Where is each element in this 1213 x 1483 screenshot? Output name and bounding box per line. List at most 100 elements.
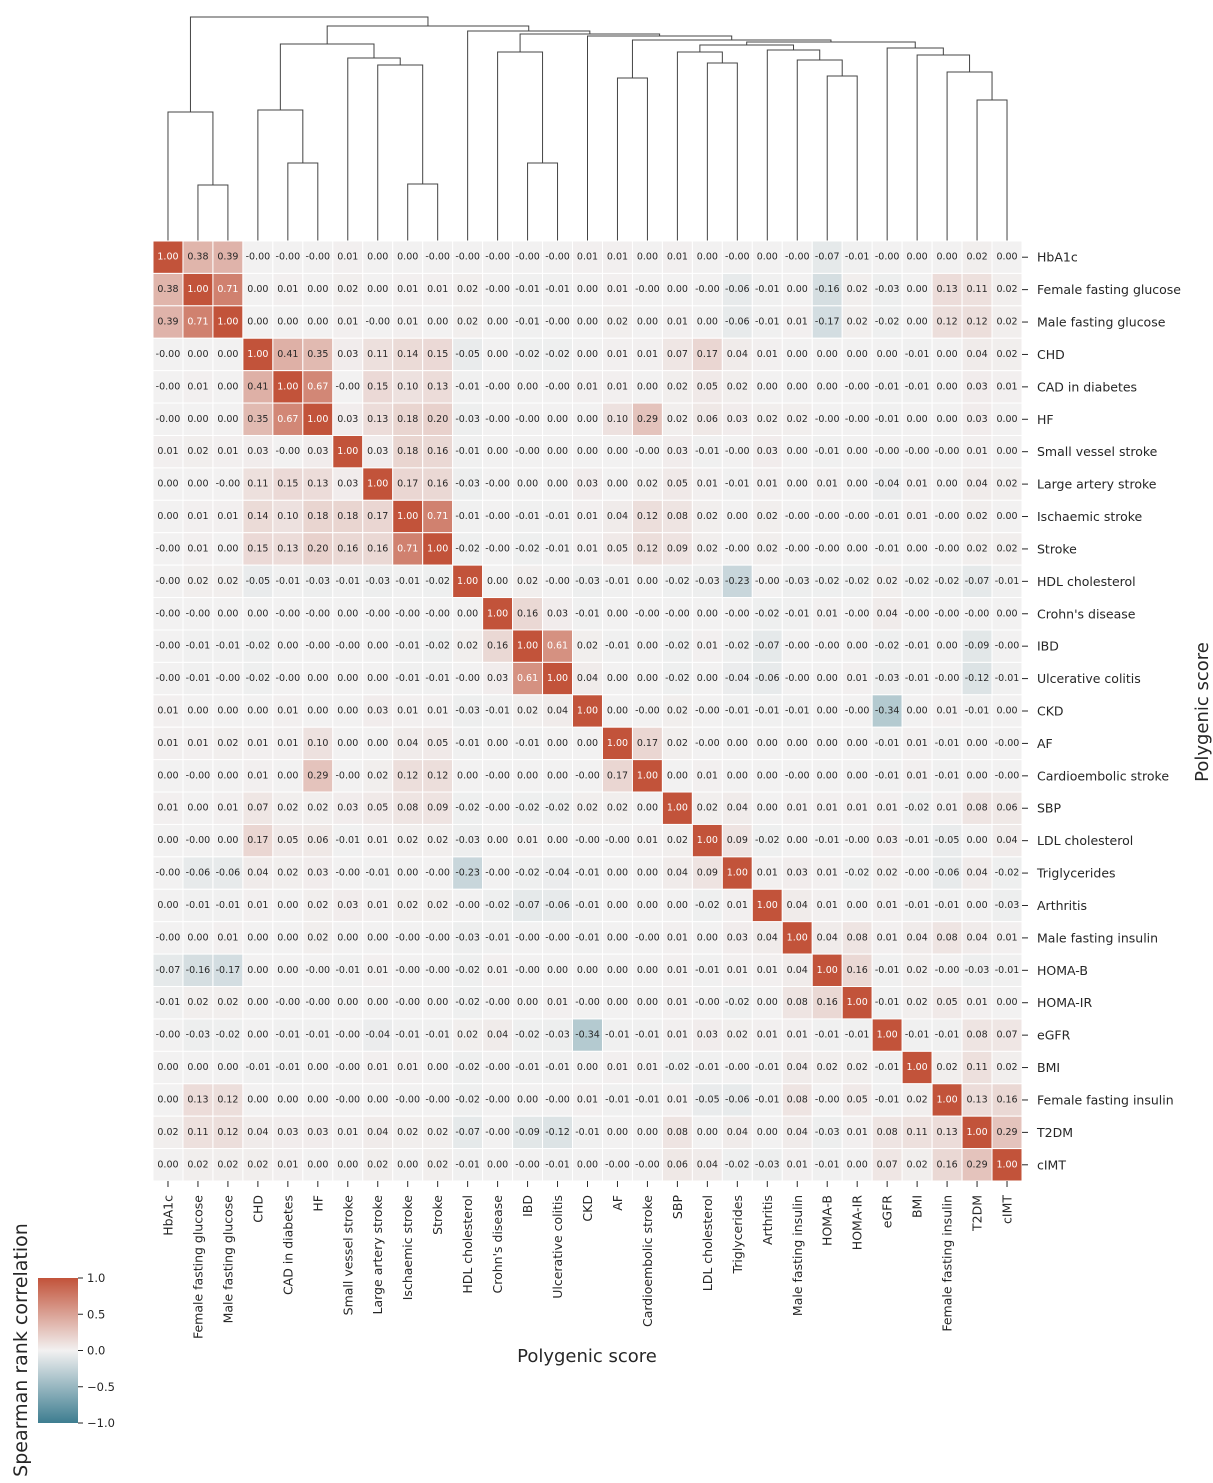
cell-label: -0.01 [635, 1094, 660, 1105]
heatmap-cell [362, 629, 394, 663]
heatmap-cell [991, 1083, 1023, 1117]
heatmap-cell [392, 337, 424, 372]
cell-label: 0.02 [337, 284, 358, 295]
cell-label: -0.00 [485, 479, 510, 490]
cell-label: 0.01 [966, 997, 987, 1008]
cell-label: 0.02 [187, 446, 208, 457]
x-tick-label: HOMA-B [820, 1195, 835, 1246]
heatmap-cell [601, 953, 633, 988]
cell-label: -0.00 [995, 770, 1020, 781]
dendrogram-link [706, 62, 738, 241]
cell-label: 0.39 [217, 252, 238, 263]
heatmap-cell [542, 499, 574, 534]
dendrogram-link [189, 16, 429, 112]
cell-label: 0.00 [217, 349, 238, 360]
cell-label: 0.00 [367, 284, 388, 295]
heatmap-cell [931, 370, 963, 404]
heatmap-cell [182, 564, 214, 599]
cell-label: -0.00 [785, 543, 810, 554]
cell-label: 0.04 [966, 932, 987, 943]
cell-label: 0.02 [757, 511, 778, 522]
cell-label: 0.00 [697, 1127, 718, 1138]
cell-label: 0.01 [577, 1094, 598, 1105]
cell-label: -0.00 [635, 706, 660, 717]
heatmap-cell [661, 370, 693, 404]
cell-label: 0.02 [966, 543, 987, 554]
cell-label: 0.09 [727, 835, 748, 846]
cell-label: 0.01 [847, 1127, 868, 1138]
cell-label: 1.00 [996, 1159, 1017, 1170]
heatmap-cell [242, 467, 274, 501]
cell-label: -0.01 [575, 932, 600, 943]
heatmap-cell [332, 240, 364, 274]
heatmap-cell [542, 1050, 574, 1085]
heatmap-cell [482, 759, 514, 793]
heatmap-cell [901, 823, 933, 858]
cell-label: -0.00 [395, 997, 420, 1008]
heatmap-cell [991, 1115, 1023, 1150]
cell-label: 0.00 [607, 965, 628, 976]
cell-label: -0.01 [875, 511, 900, 522]
cell-label: 0.00 [277, 932, 298, 943]
cell-label: 0.03 [667, 446, 688, 457]
x-tick-label: cIMT [1000, 1195, 1015, 1224]
cell-label: 0.04 [966, 479, 987, 490]
dendrogram-link [826, 75, 858, 241]
heatmap-cell [272, 726, 304, 761]
cell-label: -0.00 [156, 608, 181, 619]
heatmap-cell [871, 337, 903, 372]
cell-label: -0.04 [365, 1030, 390, 1041]
heatmap-cell [212, 823, 244, 858]
cell-label: 0.16 [937, 1159, 958, 1170]
heatmap-cell [302, 434, 334, 469]
heatmap-cell [961, 564, 993, 599]
cell-label: -0.00 [306, 608, 331, 619]
cell-label: 1.00 [727, 868, 748, 879]
heatmap-cell [661, 791, 693, 825]
cell-label: -0.01 [905, 1030, 930, 1041]
cell-label: -0.00 [455, 673, 480, 684]
cell-label: 0.01 [817, 803, 838, 814]
cell-label: 0.02 [847, 1062, 868, 1073]
heatmap-cell [961, 694, 993, 728]
cell-label: -0.01 [725, 706, 750, 717]
cell-label: 0.00 [307, 673, 328, 684]
heatmap-cell [242, 272, 274, 307]
cell-label: 0.00 [907, 706, 928, 717]
cell-label: -0.09 [965, 641, 990, 652]
heatmap-cell [721, 305, 753, 339]
cell-label: 0.01 [757, 349, 778, 360]
cell-label: -0.06 [545, 900, 570, 911]
heatmap-cell [272, 888, 304, 923]
cell-label: 0.08 [966, 1030, 987, 1041]
heatmap-cell [661, 726, 693, 761]
cell-label: -0.01 [335, 835, 360, 846]
cell-label: -0.00 [515, 446, 540, 457]
cell-label: -0.00 [425, 252, 450, 263]
cell-label: -0.01 [815, 835, 840, 846]
cell-label: 0.00 [966, 835, 987, 846]
cell-label: -0.02 [455, 1094, 480, 1105]
y-tick-label: T2DM [1036, 1125, 1073, 1140]
heatmap-cell [931, 888, 963, 923]
heatmap-cell [931, 240, 963, 274]
cell-label: -0.01 [515, 738, 540, 749]
heatmap-cell [841, 402, 873, 436]
cell-label: -0.02 [665, 641, 690, 652]
cell-label: -0.00 [755, 576, 780, 587]
heatmap-cell [781, 240, 813, 274]
x-tick-label: Cardioembolic stroke [640, 1195, 655, 1327]
dendrogram-link [916, 54, 971, 241]
heatmap-cell [182, 661, 214, 696]
cell-label: -0.02 [665, 576, 690, 587]
cell-label: 0.04 [667, 868, 688, 879]
cell-label: 0.03 [966, 381, 987, 392]
cell-label: 0.11 [966, 284, 987, 295]
cell-label: -0.00 [605, 835, 630, 846]
heatmap-cell [991, 402, 1023, 436]
cell-label: 0.01 [727, 900, 748, 911]
heatmap-cell [901, 597, 933, 631]
cell-label: 0.02 [427, 1159, 448, 1170]
heatmap-cell [302, 240, 334, 274]
heatmap-cell [572, 661, 603, 696]
